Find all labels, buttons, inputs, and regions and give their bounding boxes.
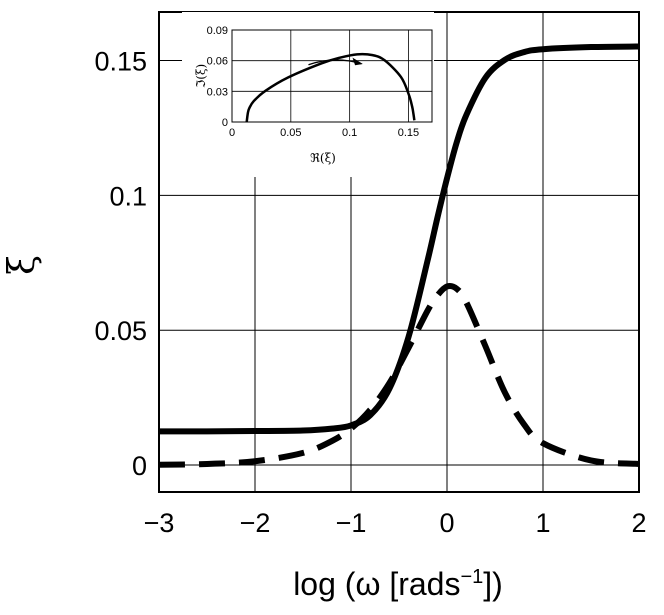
main-series-dashed-line — [158, 283, 640, 468]
inset-tick-labels: 0 0.05 0.1 0.15 0 0.03 0.06 0.09 — [207, 25, 420, 139]
main-x-tick-label: 2 — [631, 508, 646, 538]
inset-chart: 0 0.05 0.1 0.15 0 0.03 0.06 0.09 ℜ(ξ) ℑ(ξ) — [182, 12, 434, 177]
inset-y-tick-label: 0.03 — [207, 86, 228, 98]
main-tick-labels: −3 −2 −1 0 1 2 0 0.05 0.1 0.15 — [94, 47, 646, 538]
y-axis-label: ξ — [2, 255, 43, 275]
main-y-tick-label: 0 — [132, 451, 147, 481]
inset-series — [245, 52, 416, 123]
main-x-tick-label: −1 — [336, 508, 367, 538]
inset-series-solid-line — [245, 52, 416, 123]
inset-y-tick-label: 0.06 — [207, 56, 228, 68]
main-y-tick-label: 0.1 — [109, 181, 147, 211]
main-y-tick-label: 0.05 — [94, 316, 147, 346]
inset-x-tick-label: 0 — [229, 127, 235, 139]
main-x-tick-label: −3 — [144, 508, 175, 538]
inset-x-tick-label: 0.1 — [342, 127, 357, 139]
inset-y-tick-label: 0 — [222, 117, 228, 129]
inset-background — [182, 12, 434, 177]
inset-x-tick-label: 0.05 — [280, 127, 301, 139]
main-series-solid-line — [158, 43, 640, 435]
main-series — [158, 43, 640, 468]
inset-y-axis-label: ℑ(ξ) — [194, 64, 208, 88]
inset-plot-frame — [231, 29, 433, 123]
inset-y-tick-label: 0.09 — [207, 25, 228, 37]
inset-x-axis-label: ℜ(ξ) — [310, 151, 336, 165]
main-y-tick-label: 0.15 — [94, 47, 147, 77]
x-axis-label: log (ω [rads−1]) — [293, 566, 503, 602]
main-x-tick-label: −2 — [240, 508, 271, 538]
main-x-tick-label: 1 — [535, 508, 550, 538]
inset-arrow-head — [352, 57, 363, 66]
main-x-tick-label: 0 — [439, 508, 454, 538]
inset-x-tick-label: 0.15 — [398, 127, 419, 139]
